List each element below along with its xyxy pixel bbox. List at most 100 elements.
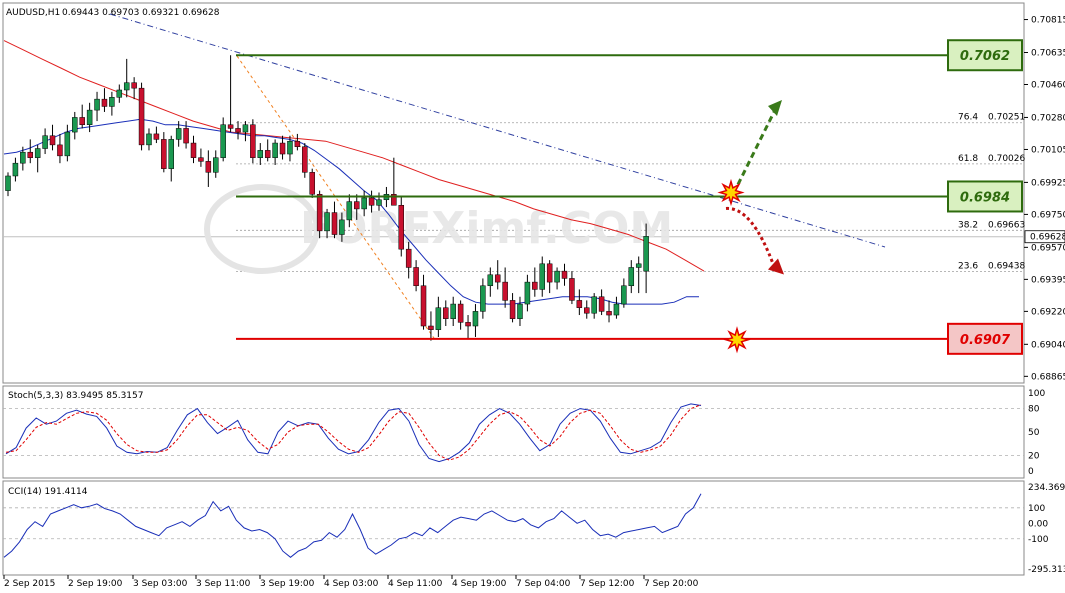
candle-body: [324, 212, 330, 232]
candle-body: [368, 197, 375, 206]
cci-line: [3, 493, 1024, 558]
candle-body: [361, 197, 367, 210]
candle-body: [517, 303, 523, 319]
x-tick-label: 3 Sep 11:00: [196, 579, 251, 589]
candle-body: [621, 285, 627, 305]
y-tick-label-stoch: 50: [1028, 428, 1040, 438]
x-tick-label: 4 Sep 19:00: [452, 579, 507, 589]
y-tick-label-cci: 0.00: [1028, 519, 1048, 529]
candle-body: [138, 87, 145, 146]
candle-body: [443, 307, 449, 319]
y-tick-label-cci: -100: [1028, 535, 1049, 545]
candle-body: [413, 267, 419, 287]
candle-body: [131, 82, 137, 89]
candle-body: [116, 89, 123, 98]
level-label: 0.7062: [960, 49, 1010, 64]
candle-body: [339, 219, 345, 235]
stoch-title: Stoch(5,3,3) 83.9495 85.3157: [8, 391, 143, 401]
candle-body: [168, 139, 174, 169]
candle-body: [123, 82, 130, 91]
candle-body: [494, 274, 501, 283]
fib-ratio-label: 76.4: [958, 113, 978, 123]
candle-body: [576, 300, 583, 308]
x-tick-label: 7 Sep 12:00: [580, 579, 635, 589]
candle-body: [272, 142, 278, 158]
candle-body: [109, 97, 115, 107]
candle-body: [205, 161, 212, 173]
y-tick-label-stoch: 100: [1028, 389, 1045, 399]
cci-title: CCI(14) 191.4114: [8, 487, 88, 497]
candle-body: [287, 140, 293, 155]
candle-body: [227, 124, 234, 129]
x-tick-label: 7 Sep 04:00: [516, 579, 571, 589]
candle-body: [428, 325, 434, 330]
candle-body: [198, 157, 204, 162]
candle-body: [532, 281, 538, 290]
candle-body: [175, 128, 182, 140]
candle-body: [465, 322, 471, 327]
candle-body: [472, 311, 479, 327]
candle-body: [353, 201, 360, 210]
y-tick-label-stoch: 80: [1028, 405, 1040, 415]
candles: [5, 55, 649, 341]
candle-body: [57, 144, 63, 157]
candle-body: [546, 263, 553, 283]
candle-body: [584, 307, 590, 314]
main-title: AUDUSD,H1: [6, 8, 60, 18]
candle-body: [309, 172, 315, 195]
candle-body: [190, 142, 197, 158]
candle-body: [420, 285, 427, 327]
sma-line: [3, 118, 699, 305]
candle-body: [264, 150, 271, 158]
candle-body: [391, 194, 397, 206]
candle-body: [613, 303, 620, 316]
candle-body: [598, 296, 605, 312]
candle-body: [435, 307, 442, 330]
candle-body: [79, 117, 85, 126]
candle-body: [294, 140, 301, 147]
y-tick-label-main: 0.70635: [1031, 48, 1065, 58]
main-panel-frame: [2, 2, 1025, 384]
level-label: 0.6984: [960, 190, 1010, 205]
bullish-arrow-head-icon: [768, 100, 782, 116]
bullish-arrow-shaft: [736, 107, 778, 186]
support-resistance-levels: 0.7062 0.6984 0.6907: [236, 39, 1023, 355]
stoch-main-line: [5, 403, 702, 463]
y-tick-label-cci: 234.3697: [1028, 483, 1065, 493]
candle-body: [450, 303, 456, 319]
candle-body: [5, 175, 11, 191]
y-tick-label-stoch: 20: [1028, 451, 1040, 461]
candle-body: [502, 281, 508, 301]
candle-body: [20, 151, 26, 164]
x-tick-label: 2 Sep 19:00: [68, 579, 123, 589]
support-burst-icon: [723, 326, 751, 354]
y-tick-label-cci: 100: [1028, 504, 1045, 514]
fib-ratio-label: 38.2: [958, 220, 978, 230]
candle-body: [101, 98, 108, 107]
candle-body: [569, 278, 575, 301]
y-tick-label-main: 0.70105: [1031, 145, 1065, 155]
x-tick-label: 3 Sep 03:00: [133, 579, 188, 589]
candle-body: [161, 139, 167, 169]
x-tick-label: 4 Sep 03:00: [324, 579, 379, 589]
candle-body: [331, 212, 338, 235]
level-box: [947, 39, 1023, 72]
candle-body: [94, 98, 100, 111]
candle-body: [183, 128, 189, 144]
stoch-signal-line: [5, 404, 702, 461]
y-tick-label-main: 0.69750: [1031, 210, 1065, 220]
y-tick-label-main: 0.70460: [1031, 81, 1065, 91]
current-price-label: 0.69628: [1030, 233, 1065, 243]
y-tick-label-cci: -295.3130: [1028, 565, 1065, 575]
fib-price-label: 0.70026: [988, 154, 1025, 164]
candle-body: [153, 133, 160, 140]
candle-body: [457, 303, 464, 323]
candle-body: [405, 248, 412, 268]
candle-body: [480, 285, 486, 312]
candle-body: [376, 199, 382, 206]
candle-body: [554, 270, 560, 283]
candle-body: [487, 274, 494, 287]
candle-body: [606, 311, 612, 316]
candle-body: [628, 267, 635, 287]
y-tick-label-main: 0.69040: [1031, 340, 1065, 350]
